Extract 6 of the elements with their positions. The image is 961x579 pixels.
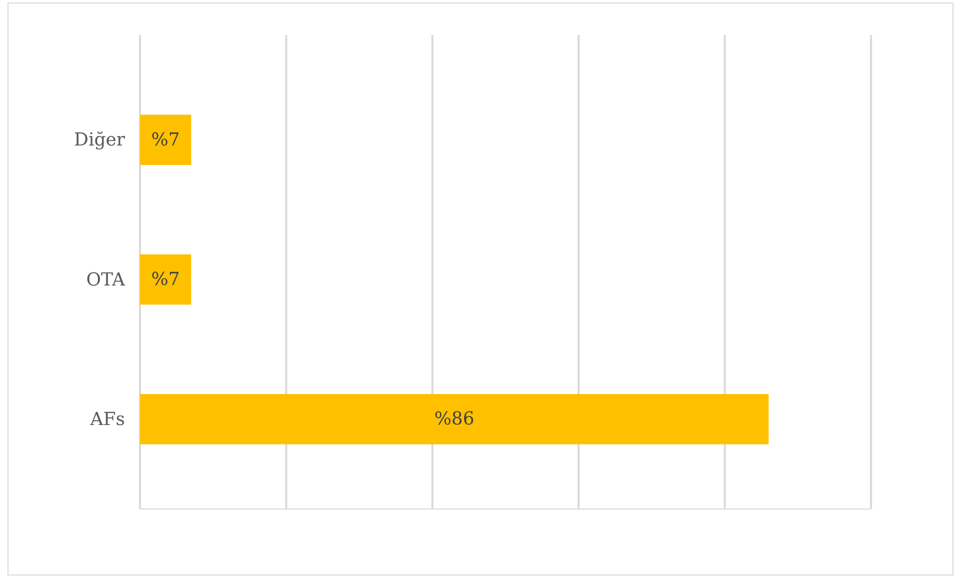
- y-tick-label: Diğer: [74, 130, 126, 151]
- data-label: %86: [434, 408, 474, 430]
- data-label: %7: [151, 129, 180, 150]
- data-label: %7: [151, 269, 180, 290]
- y-tick-label: AFs: [89, 408, 125, 430]
- y-tick-label: OTA: [86, 269, 126, 290]
